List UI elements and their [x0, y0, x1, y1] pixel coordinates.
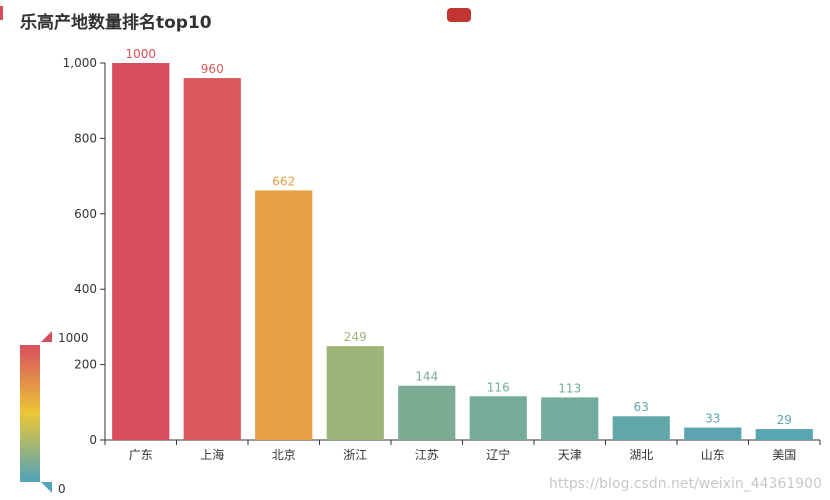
bar-value-label: 63 — [634, 400, 649, 414]
visual-map-max-handle[interactable] — [41, 331, 52, 342]
x-tick-label: 天津 — [558, 448, 582, 462]
bar-6 — [541, 397, 599, 440]
x-tick-label: 北京 — [272, 448, 296, 462]
y-tick-label: 200 — [74, 358, 97, 372]
x-tick-label: 上海 — [200, 447, 224, 462]
y-tick-label: 800 — [74, 131, 97, 145]
bar-5 — [469, 396, 527, 440]
y-tick-label: 1,000 — [63, 56, 97, 70]
bar-value-label: 113 — [558, 381, 581, 395]
bar-7 — [612, 416, 670, 440]
visual-map-max-label: 1000 — [58, 331, 89, 345]
x-tick-label: 山东 — [701, 448, 725, 462]
x-tick-label: 浙江 — [343, 448, 367, 462]
chart-title: 乐高产地数量排名top10 — [20, 13, 212, 33]
watermark: https://blog.csdn.net/weixin_44361900 — [548, 476, 822, 492]
bar-value-label: 960 — [201, 62, 224, 76]
legend-swatch[interactable] — [447, 8, 471, 22]
x-tick-label: 美国 — [772, 448, 796, 462]
bar-value-label: 662 — [272, 174, 295, 188]
bar-value-label: 144 — [415, 370, 438, 384]
bar-4 — [398, 385, 456, 440]
visual-map-min-handle[interactable] — [41, 482, 52, 493]
bar-3 — [326, 346, 384, 440]
bar-2 — [255, 190, 313, 440]
x-tick-label: 江苏 — [415, 448, 439, 462]
bar-0 — [112, 63, 170, 440]
bar-value-label: 29 — [777, 413, 792, 427]
visual-map-gradient-bar[interactable] — [20, 345, 40, 482]
y-tick-label: 0 — [89, 433, 97, 447]
bar-8 — [684, 427, 742, 440]
bar-value-label: 33 — [705, 412, 720, 426]
y-tick-label: 400 — [74, 282, 97, 296]
bar-value-label: 249 — [344, 330, 367, 344]
visual-map-min-label: 0 — [58, 482, 66, 496]
y-tick-label: 600 — [74, 207, 97, 221]
bar-value-label: 116 — [487, 380, 510, 394]
x-tick-label: 广东 — [129, 448, 153, 462]
x-tick-label: 辽宁 — [486, 447, 510, 462]
bar-9 — [755, 429, 813, 440]
title-accent-mark — [0, 6, 3, 20]
x-tick-label: 湖北 — [629, 447, 653, 462]
bar-1 — [183, 78, 241, 440]
bar-value-label: 1000 — [125, 47, 156, 61]
